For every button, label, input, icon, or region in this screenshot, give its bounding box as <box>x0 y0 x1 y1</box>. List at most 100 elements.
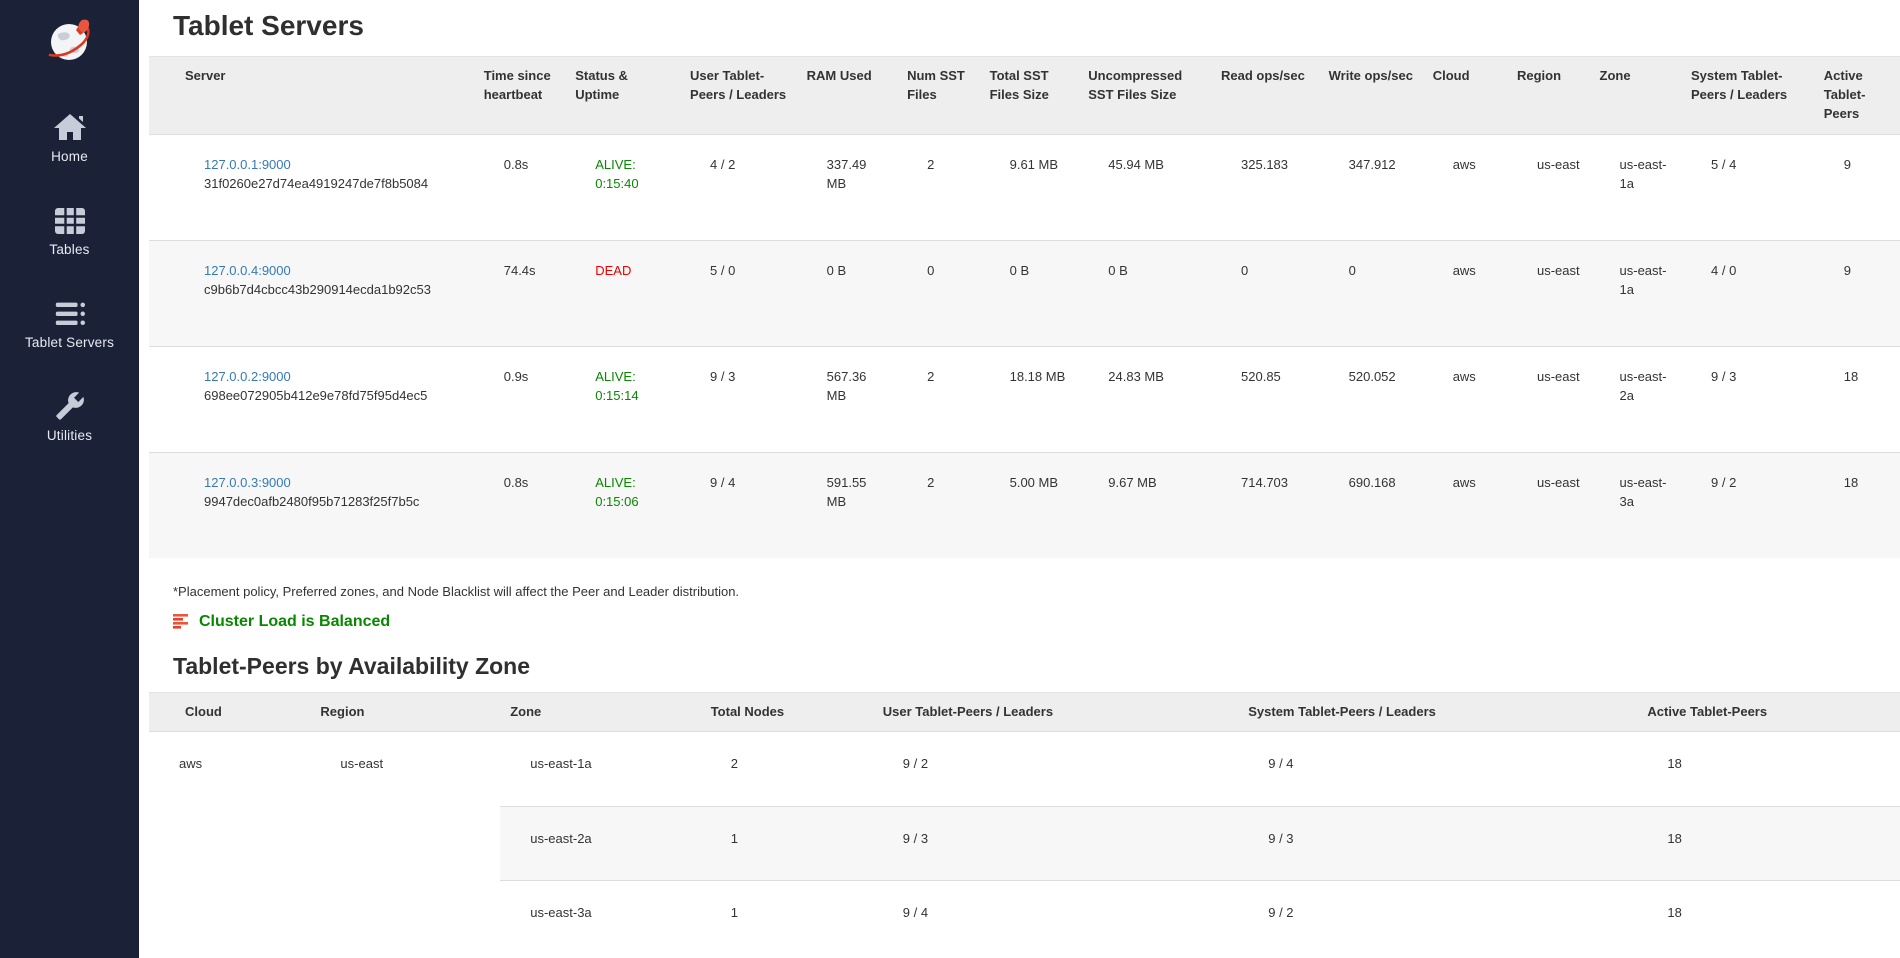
col-header-active-peers: Active Tablet-Peers <box>1637 691 1900 733</box>
col-header-total-nodes: Total Nodes <box>700 691 873 733</box>
write-ops-cell: 520.052 <box>1318 345 1423 453</box>
col-header-system-peers: System Tablet-Peers / Leaders <box>1238 691 1638 733</box>
active-peers-cell: 18 <box>1637 880 1900 955</box>
col-header-heartbeat: Time since heartbeat <box>473 56 566 135</box>
system-peers-cell: 9 / 4 <box>1268 756 1294 772</box>
server-link[interactable]: 127.0.0.4:9000 <box>204 262 291 278</box>
tablet-servers-icon <box>53 298 87 328</box>
sidebar-item-label: Utilities <box>46 428 93 443</box>
uncompressed-sst-cell: 9.67 MB <box>1078 451 1212 558</box>
region-cell: us-east <box>1507 239 1590 347</box>
heartbeat-cell: 0.9s <box>473 345 566 453</box>
yugabyte-logo-icon <box>48 19 90 60</box>
active-peers-cell: 18 <box>1813 451 1900 558</box>
col-header-system-peers: System Tablet-Peers / Leaders <box>1681 56 1814 135</box>
write-ops-cell: 690.168 <box>1318 451 1423 558</box>
total-sst-cell: 5.00 MB <box>979 451 1079 558</box>
sidebar-item-utilities[interactable]: Utilities <box>0 391 139 443</box>
write-ops-cell: 0 <box>1318 239 1423 347</box>
server-cell: 127.0.0.4:9000 c9b6b7d4cbcc43b290914ecda… <box>149 239 474 347</box>
placement-footnote: *Placement policy, Preferred zones, and … <box>173 583 740 599</box>
cloud-cell: aws <box>1452 156 1476 172</box>
zone-cell: us-east-1a <box>1619 156 1667 192</box>
zone-cell: us-east-2a <box>1589 345 1681 453</box>
col-header-user-peers: User Tablet-Peers / Leaders <box>872 691 1239 733</box>
sidebar-item-tablet-servers[interactable]: Tablet Servers <box>0 298 139 350</box>
cluster-load-status-label: Cluster Load is Balanced <box>199 612 391 630</box>
sidebar-nav: Home Tables <box>0 112 139 443</box>
col-header-server: Server <box>149 56 474 135</box>
sidebar-item-tables[interactable]: Tables <box>0 205 139 257</box>
region-cell: us-east <box>1507 451 1590 558</box>
col-header-zone: Zone <box>500 691 701 733</box>
server-cell: 127.0.0.2:9000 698ee072905b412e9e78fd75f… <box>149 345 474 453</box>
sidebar: Home Tables <box>0 0 139 958</box>
az-section-title: Tablet-Peers by Availability Zone <box>173 652 531 679</box>
table-row: 127.0.0.3:9000 9947dec0afb2480f95b71283f… <box>149 451 1900 558</box>
zone-cell: us-east-3a <box>1589 451 1681 558</box>
system-peers-cell: 9 / 3 <box>1681 345 1814 453</box>
server-link[interactable]: 127.0.0.2:9000 <box>204 368 291 384</box>
col-header-region: Region <box>310 691 501 733</box>
uptime-label: 0:15:40 <box>595 176 639 192</box>
page-title: Tablet Servers <box>173 10 364 41</box>
col-header-uncompressed-sst: Uncompressed SST Files Size <box>1078 56 1212 135</box>
user-peers-cell: 5 / 0 <box>680 239 797 347</box>
ram-cell: 567.36 MB <box>796 345 898 453</box>
col-header-user-peers: User Tablet-Peers / Leaders <box>680 56 797 135</box>
az-table-header-row: Cloud Region Zone Total Nodes User Table… <box>149 691 1900 733</box>
zone-cell: us-east-1a <box>530 756 592 772</box>
user-peers-cell: 4 / 2 <box>710 156 736 172</box>
tablet-servers-table: Server Time since heartbeat Status & Upt… <box>149 56 1900 558</box>
status-label: ALIVE: <box>595 368 636 384</box>
ram-cell: 591.55 MB <box>796 451 898 558</box>
col-header-zone: Zone <box>1589 56 1681 135</box>
total-sst-cell: 18.18 MB <box>979 345 1079 453</box>
user-peers-cell: 9 / 3 <box>680 345 797 453</box>
system-peers-cell: 9 / 2 <box>1238 880 1638 955</box>
active-peers-cell: 9 <box>1813 239 1900 347</box>
read-ops-cell: 325.183 <box>1241 156 1289 172</box>
cluster-load-status: Cluster Load is Balanced <box>173 613 1900 631</box>
system-peers-cell: 9 / 3 <box>1238 805 1638 881</box>
server-cell: 127.0.0.3:9000 9947dec0afb2480f95b71283f… <box>149 451 474 558</box>
heartbeat-cell: 74.4s <box>473 239 566 347</box>
num-sst-cell: 2 <box>897 345 980 453</box>
cloud-cell: aws <box>1422 345 1507 453</box>
server-link[interactable]: 127.0.0.1:9000 <box>204 156 291 172</box>
server-uuid: 698ee072905b412e9e78fd75f95d4ec5 <box>204 388 428 404</box>
active-peers-cell: 9 <box>1843 156 1851 172</box>
sidebar-item-label: Tablet Servers <box>24 335 115 350</box>
heartbeat-cell: 0.8s <box>473 451 566 558</box>
col-header-total-sst: Total SST Files Size <box>979 56 1079 135</box>
read-ops-cell: 714.703 <box>1211 451 1319 558</box>
region-cell: us-east <box>310 731 501 955</box>
table-row: us-east-2a 1 9 / 3 9 / 3 18 <box>149 805 1900 881</box>
sidebar-item-home[interactable]: Home <box>0 112 139 164</box>
server-uuid: 9947dec0afb2480f95b71283f25f7b5c <box>204 494 420 510</box>
system-peers-cell: 5 / 4 <box>1711 156 1737 172</box>
total-nodes-cell: 1 <box>700 880 873 955</box>
table-row: us-east-3a 1 9 / 4 9 / 2 18 <box>149 880 1900 955</box>
server-link[interactable]: 127.0.0.3:9000 <box>204 474 291 490</box>
write-ops-cell: 347.912 <box>1348 156 1396 172</box>
status-cell: ALIVE: 0:15:06 <box>565 451 681 558</box>
cloud-cell: aws <box>149 731 311 955</box>
active-peers-cell: 18 <box>1813 345 1900 453</box>
status-cell: ALIVE: 0:15:14 <box>565 345 681 453</box>
active-peers-cell: 18 <box>1667 756 1682 772</box>
col-header-read-ops: Read ops/sec <box>1211 56 1319 135</box>
col-header-cloud: Cloud <box>149 691 311 733</box>
uncompressed-sst-cell: 45.94 MB <box>1108 156 1164 172</box>
yugabyte-logo[interactable] <box>44 14 96 66</box>
server-cell: 127.0.0.1:9000 31f0260e27d74ea4919247de7… <box>149 134 474 240</box>
user-peers-cell: 9 / 4 <box>680 451 797 558</box>
table-row: 127.0.0.1:9000 31f0260e27d74ea4919247de7… <box>149 134 1900 240</box>
total-sst-cell: 9.61 MB <box>1009 156 1059 172</box>
col-header-ram: RAM Used <box>796 56 898 135</box>
table-row: aws us-east us-east-1a 2 9 / 2 9 / 4 18 <box>149 731 1900 955</box>
ram-cell: 0 B <box>796 239 898 347</box>
uptime-label: 0:15:14 <box>595 388 639 404</box>
az-table: Cloud Region Zone Total Nodes User Table… <box>149 691 1900 955</box>
